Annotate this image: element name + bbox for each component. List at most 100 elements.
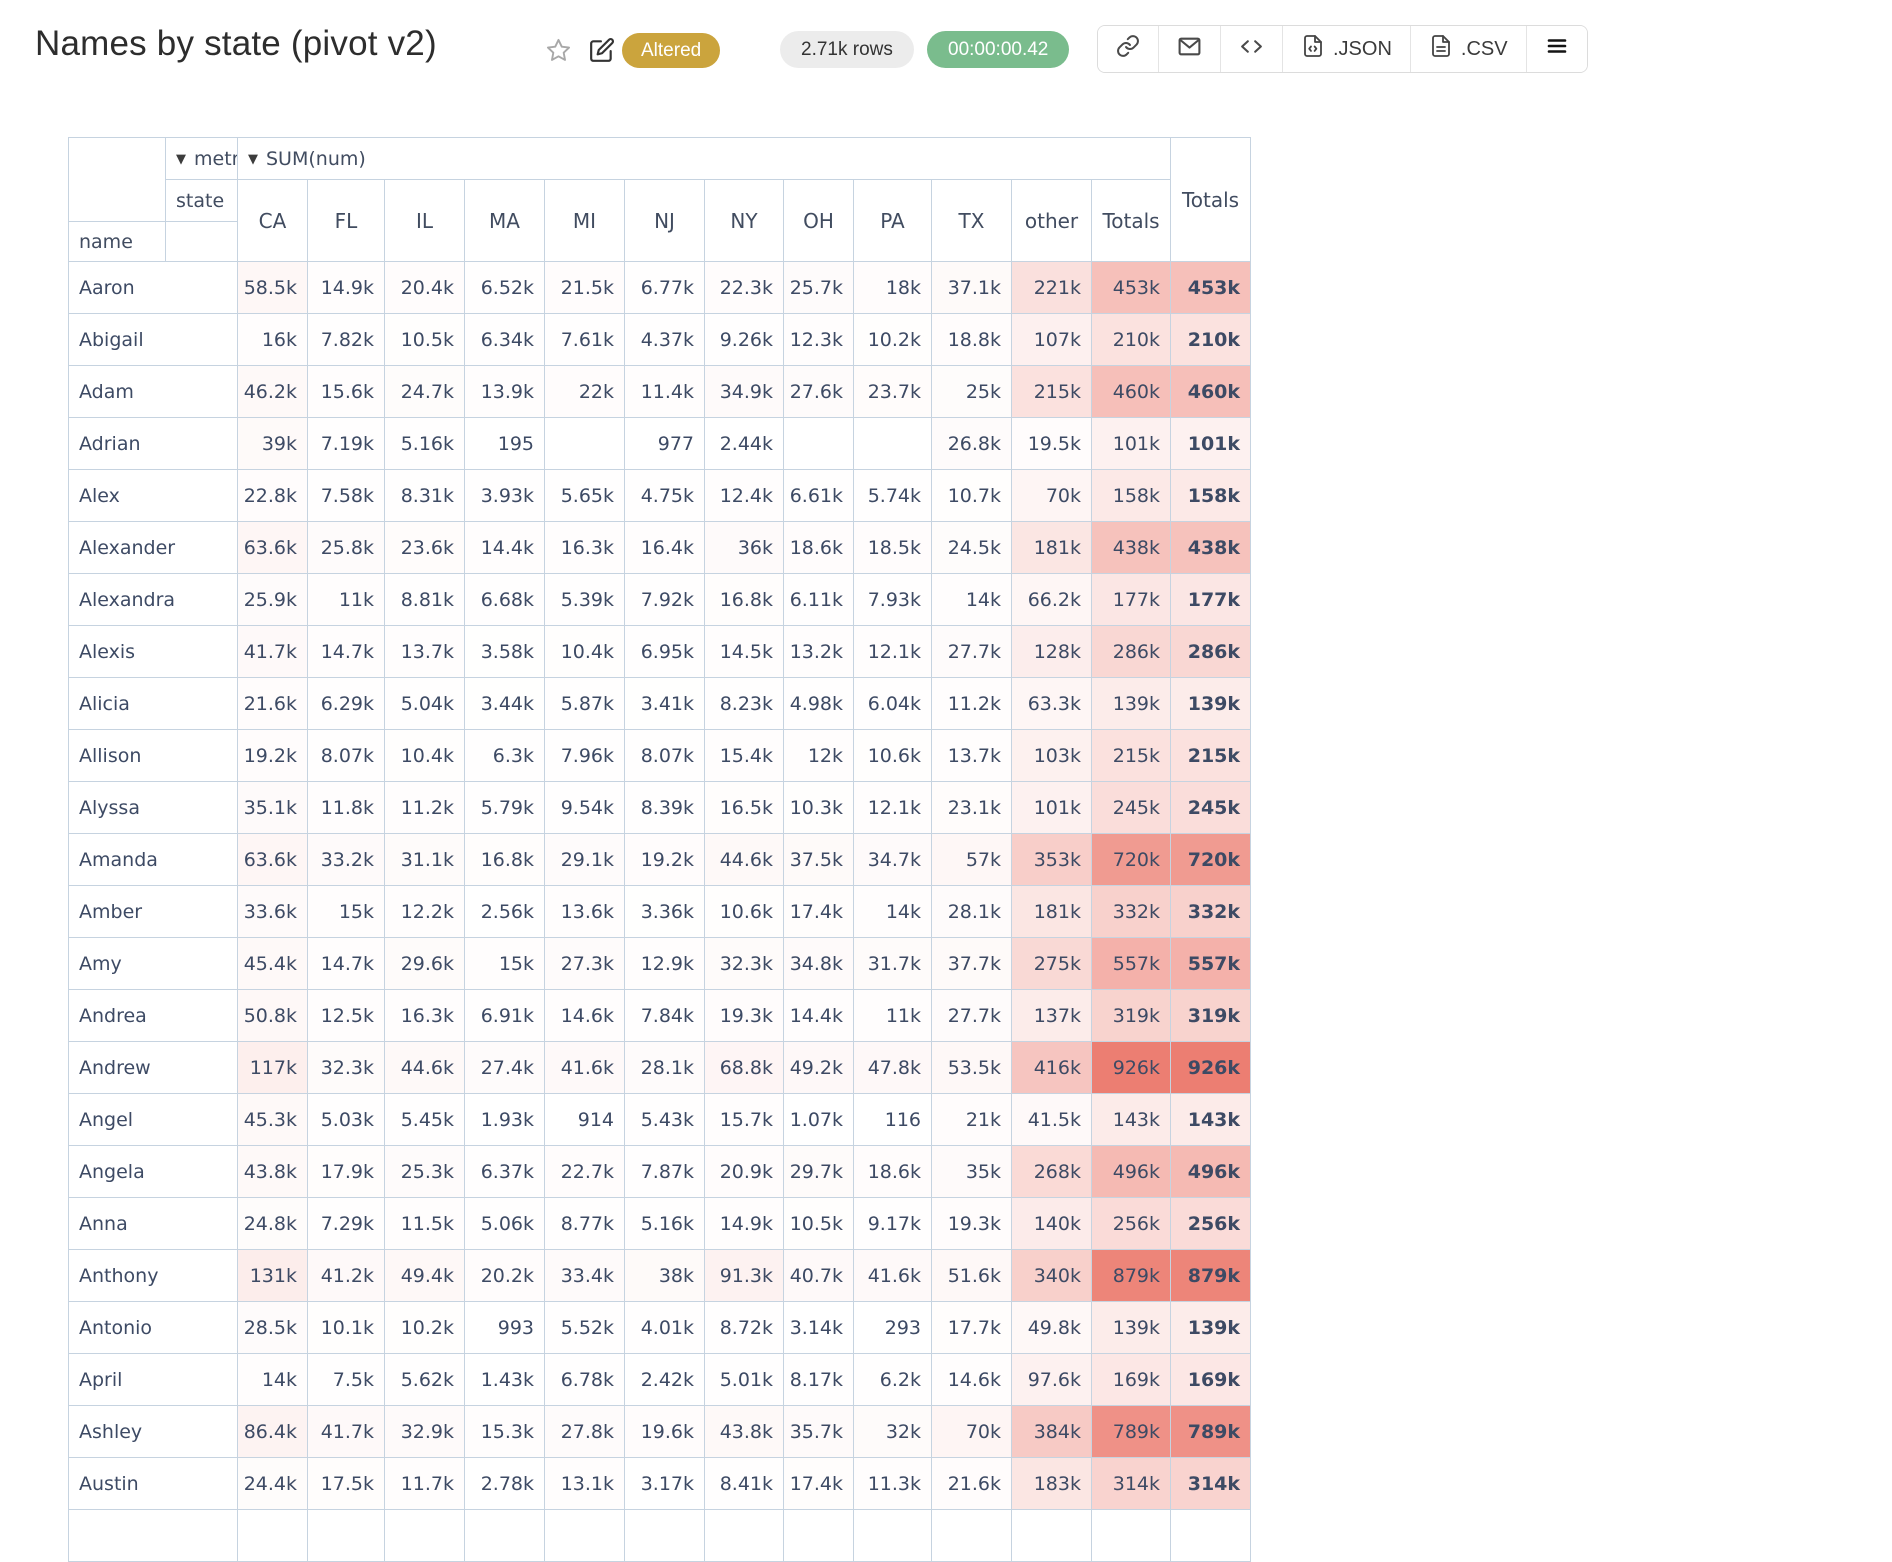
value-cell: 438k — [1090, 521, 1172, 574]
row-grand-total-cell: 139k — [1170, 677, 1252, 730]
value-cell: 27.6k — [783, 365, 854, 418]
value-cell: 6.04k — [853, 677, 932, 730]
row-name: Abigail — [68, 313, 238, 366]
value-cell: 5.39k — [544, 573, 625, 626]
row-grand-total-cell: 453k — [1170, 261, 1252, 314]
value-cell: 37.1k — [931, 261, 1012, 314]
download-json-button[interactable]: .JSON — [1283, 26, 1411, 72]
value-cell: 286k — [1090, 625, 1172, 678]
value-cell: 7.19k — [307, 417, 385, 470]
value-cell: 6.95k — [624, 625, 705, 678]
value-cell: 43.8k — [704, 1405, 784, 1458]
value-cell: 221k — [1011, 261, 1092, 314]
value-cell: 7.84k — [624, 989, 705, 1042]
row-grand-total-cell: 496k — [1170, 1145, 1252, 1198]
value-cell: 416k — [1011, 1041, 1092, 1094]
row-grand-total-cell: 789k — [1170, 1405, 1252, 1458]
value-cell: 13.7k — [931, 729, 1012, 782]
value-cell: 57k — [931, 833, 1012, 886]
value-cell: 210k — [1090, 313, 1172, 366]
value-cell: 11.5k — [384, 1197, 465, 1250]
value-cell: 16.4k — [624, 521, 705, 574]
value-cell: 21.5k — [544, 261, 625, 314]
email-button[interactable] — [1159, 26, 1221, 72]
value-cell: 41.5k — [1011, 1093, 1092, 1146]
mail-icon — [1177, 34, 1202, 65]
download-csv-button[interactable]: .CSV — [1410, 26, 1527, 72]
column-header-tx: TX — [931, 179, 1012, 262]
value-cell: 10.6k — [704, 885, 784, 938]
edit-title-button[interactable] — [589, 37, 615, 63]
value-cell: 6.2k — [853, 1353, 932, 1406]
value-cell: 116 — [853, 1093, 932, 1146]
value-cell — [783, 417, 854, 470]
value-cell: 496k — [1090, 1145, 1172, 1198]
value-cell: 12.9k — [624, 937, 705, 990]
value-cell — [1011, 1509, 1092, 1562]
row-name: Alexandra — [68, 573, 238, 626]
column-header-oh: OH — [783, 179, 854, 262]
value-cell: 3.58k — [464, 625, 545, 678]
embed-code-button[interactable] — [1221, 26, 1283, 72]
metric-dropdown[interactable]: metric — [165, 137, 238, 180]
row-count-badge: 2.71k rows — [780, 31, 914, 68]
row-name: Allison — [68, 729, 238, 782]
value-cell: 22.8k — [237, 469, 308, 522]
row-grand-total-cell: 245k — [1170, 781, 1252, 834]
row-name: Alicia — [68, 677, 238, 730]
table-row: Austin 24.4k 17.5k 11.7k 2.78k 13.1k 3.17k 8.41… — [68, 1457, 1252, 1510]
value-cell: 275k — [1011, 937, 1092, 990]
table-row: Andrea 50.8k 12.5k 16.3k 6.91k 14.6k 7.84k 19.3… — [68, 989, 1252, 1042]
value-cell: 9.54k — [544, 781, 625, 834]
value-cell: 6.78k — [544, 1353, 625, 1406]
value-cell: 101k — [1011, 781, 1092, 834]
value-cell: 27.4k — [464, 1041, 545, 1094]
pivot-table: metric SUM(num) Totals state CAFLILMAMIN… — [68, 137, 1252, 1562]
download-json-label: .JSON — [1333, 37, 1392, 60]
value-cell: 13.2k — [783, 625, 854, 678]
value-cell: 720k — [1090, 833, 1172, 886]
row-name: Alexander — [68, 521, 238, 574]
value-cell: 12k — [783, 729, 854, 782]
value-dropdown[interactable]: SUM(num) — [236, 137, 1172, 180]
value-cell: 8.17k — [783, 1353, 854, 1406]
share-link-button[interactable] — [1098, 26, 1159, 72]
value-cell: 46.2k — [237, 365, 308, 418]
value-cell: 10.5k — [384, 313, 465, 366]
value-cell: 3.41k — [624, 677, 705, 730]
value-cell: 27.7k — [931, 989, 1012, 1042]
hamburger-menu-icon — [1545, 34, 1569, 64]
row-grand-total-cell: 720k — [1170, 833, 1252, 886]
value-cell: 15.6k — [307, 365, 385, 418]
table-row: Antonio 28.5k 10.1k 10.2k 993 5.52k 4.01k 8.72k… — [68, 1301, 1252, 1354]
value-cell: 2.78k — [464, 1457, 545, 1510]
favorite-star-button[interactable] — [545, 37, 572, 64]
value-cell: 34.9k — [704, 365, 784, 418]
value-cell: 1.93k — [464, 1093, 545, 1146]
row-name: Alex — [68, 469, 238, 522]
value-cell: 11.2k — [384, 781, 465, 834]
value-cell: 33.4k — [544, 1249, 625, 1302]
value-cell: 45.3k — [237, 1093, 308, 1146]
value-cell: 34.8k — [783, 937, 854, 990]
value-cell: 18k — [853, 261, 932, 314]
value-cell: 25.3k — [384, 1145, 465, 1198]
value-cell — [237, 1509, 308, 1562]
row-name: Angela — [68, 1145, 238, 1198]
value-cell: 143k — [1090, 1093, 1172, 1146]
value-cell: 51.6k — [931, 1249, 1012, 1302]
value-cell: 68.8k — [704, 1041, 784, 1094]
value-cell: 49.4k — [384, 1249, 465, 1302]
table-row: Aaron 58.5k 14.9k 20.4k 6.52k 21.5k 6.77k 22.3k… — [68, 261, 1252, 314]
value-cell: 117k — [237, 1041, 308, 1094]
value-cell: 24.4k — [237, 1457, 308, 1510]
menu-button[interactable] — [1526, 26, 1587, 72]
value-cell: 33.2k — [307, 833, 385, 886]
value-cell: 40.7k — [783, 1249, 854, 1302]
value-cell: 16.3k — [384, 989, 465, 1042]
value-cell: 50.8k — [237, 989, 308, 1042]
value-cell — [307, 1509, 385, 1562]
value-cell: 27.7k — [931, 625, 1012, 678]
value-cell: 8.07k — [624, 729, 705, 782]
value-cell: 6.11k — [783, 573, 854, 626]
